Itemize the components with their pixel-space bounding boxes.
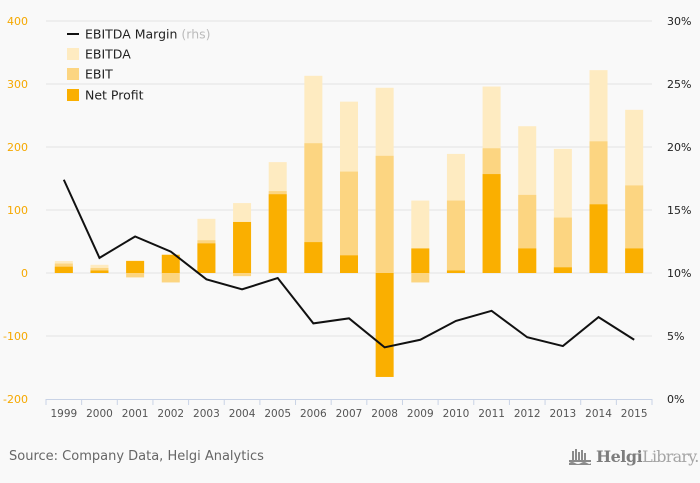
x-tick-label: 2003: [193, 408, 220, 420]
y-left-tick-label: 0: [21, 267, 28, 280]
y-left-tick-label: -200: [3, 393, 28, 406]
x-tick-label: 2004: [229, 408, 256, 420]
x-tick-label: 2002: [157, 408, 184, 420]
x-tick-label: 2005: [264, 408, 291, 420]
legend-label: EBITDA: [85, 47, 131, 62]
y-right-tick-label: 10%: [667, 267, 691, 280]
bar-ebit: [340, 171, 358, 273]
x-tick-label: 2010: [443, 408, 470, 420]
bar-ebit: [161, 273, 180, 283]
bar-ebit: [446, 200, 465, 273]
x-tick-label: 2013: [550, 408, 577, 420]
y-left-tick-label: 100: [7, 204, 28, 217]
y-left-tick-label: 300: [7, 78, 28, 91]
chart: 1999 2000 2001 2002 2003 2004 2005 2006 2007 2008…: [3, 15, 691, 420]
bar-net-profit: [268, 194, 287, 273]
x-tick-label: 2014: [585, 408, 612, 420]
bar-net-profit: [518, 248, 537, 273]
bar-net-profit: [482, 174, 501, 273]
legend-box-swatch: [67, 48, 79, 60]
x-tick-label: 2015: [621, 408, 648, 420]
y-right-tick-label: 25%: [667, 78, 691, 91]
bar-net-profit: [340, 255, 358, 273]
y-right-tick-label: 30%: [667, 15, 691, 28]
bar-ebit: [411, 273, 430, 283]
x-tick-label: 2011: [478, 408, 505, 420]
bar-ebit: [233, 273, 252, 277]
x-tick-label: 2001: [122, 408, 149, 420]
y-left-tick-label: 400: [7, 15, 28, 28]
bar-net-profit: [446, 270, 465, 273]
legend-box-swatch: [67, 89, 79, 101]
legend-label: EBIT: [85, 67, 113, 82]
x-tick-label: 2000: [86, 408, 113, 420]
x-tick-label: 2012: [514, 408, 541, 420]
y-left-tick-label: 200: [7, 141, 28, 154]
x-tick-label: 2008: [371, 408, 398, 420]
bar-ebit: [304, 143, 323, 273]
bar-net-profit: [304, 242, 323, 273]
bar-net-profit: [54, 266, 73, 273]
y-right-tick-label: 0%: [667, 393, 684, 406]
helgi-library-logo: Helgi Library.: [568, 447, 699, 466]
x-tick-label: 2006: [300, 408, 327, 420]
y-right-tick-label: 5%: [667, 330, 684, 343]
y-axis-left: 400 300 200 100 0 -100 -200: [3, 15, 28, 406]
bar-net-profit: [233, 221, 252, 273]
bars: [54, 70, 644, 377]
legend-box-swatch: [67, 68, 79, 80]
bar-net-profit: [553, 267, 572, 273]
legend: EBITDA Margin (rhs) EBITDA EBIT Net Profit: [67, 27, 211, 103]
legend-label: EBITDA Margin (rhs): [85, 27, 211, 42]
y-axis-right: 30% 25% 20% 15% 10% 5% 0%: [667, 15, 691, 406]
ebitda-margin-line: [62, 179, 635, 349]
bar-net-profit: [90, 270, 109, 273]
bar-net-profit: [126, 261, 145, 273]
logo-text-bold: Helgi: [596, 447, 643, 466]
bar-net-profit: [589, 204, 608, 273]
bar-net-profit: [197, 243, 216, 273]
y-right-tick-label: 15%: [667, 204, 691, 217]
x-tick-label: 1999: [50, 408, 77, 420]
x-tick-label: 2009: [407, 408, 434, 420]
y-left-tick-label: -100: [3, 330, 28, 343]
bar-ebit: [375, 155, 394, 273]
logo-text-light: Library.: [642, 447, 699, 466]
x-tick-label: 2007: [336, 408, 363, 420]
y-right-tick-label: 20%: [667, 141, 691, 154]
bar-ebit: [553, 217, 572, 273]
x-axis: 1999 2000 2001 2002 2003 2004 2005 2006 2007 2008…: [45, 399, 653, 420]
bar-net-profit: [375, 273, 394, 377]
legend-label-suffix: (rhs): [177, 27, 210, 42]
bar-net-profit: [411, 248, 430, 273]
legend-label: Net Profit: [85, 88, 144, 103]
bar-net-profit: [161, 254, 180, 273]
bar-ebit: [90, 267, 109, 273]
library-logo-icon: [569, 449, 591, 465]
source-note: Source: Company Data, Helgi Analytics: [9, 449, 264, 464]
bar-net-profit: [625, 248, 644, 273]
bar-ebit: [126, 273, 145, 278]
